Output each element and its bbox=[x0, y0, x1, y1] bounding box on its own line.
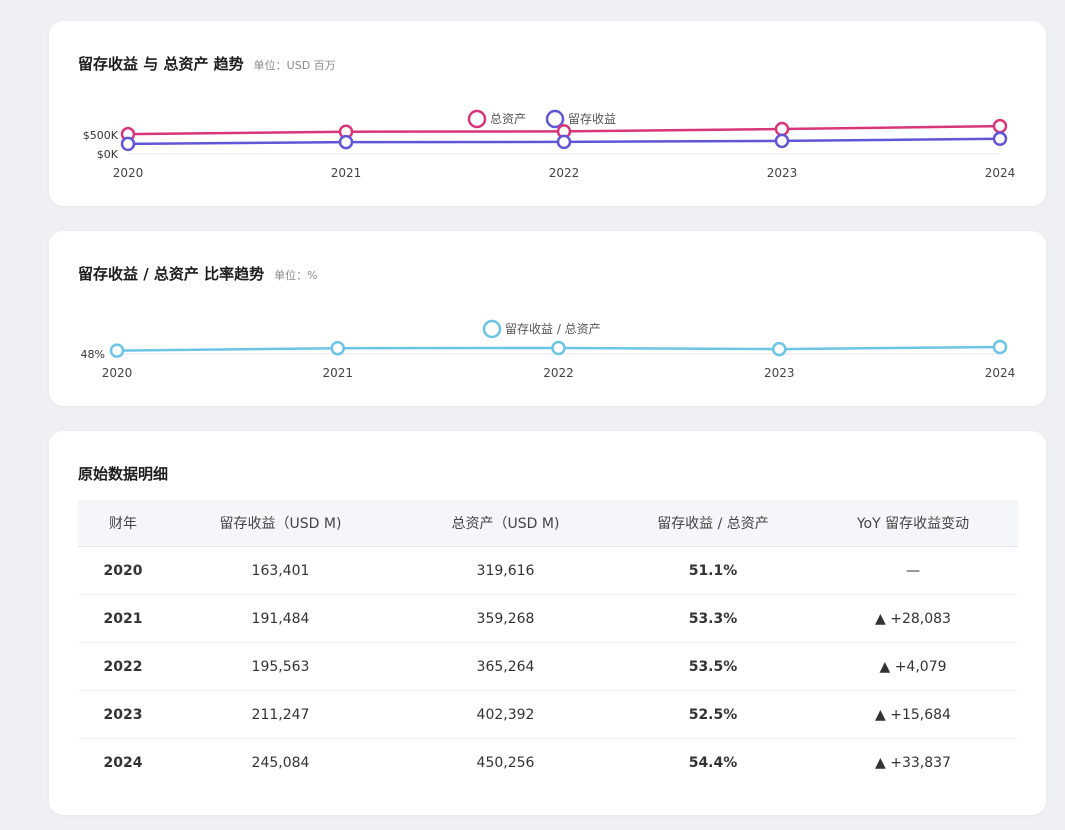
header-yoy[interactable]: YoY 留存收益变动 bbox=[808, 500, 1018, 547]
legend-label: 留存收益 / 总资产 bbox=[505, 322, 601, 336]
y-tick-label: $500K bbox=[83, 129, 119, 142]
ratio-chart-card: 留存收益 / 总资产 比率趋势 单位：% 48% 2020 2021 2022 2023 2… bbox=[49, 231, 1046, 406]
legend-marker bbox=[467, 109, 487, 129]
y-tick-label: $0K bbox=[97, 148, 119, 161]
header-retained-earnings[interactable]: 留存收益（USD M) bbox=[168, 500, 393, 547]
cell-year: 2020 bbox=[78, 546, 168, 595]
chart-unit: 单位：USD 百万 bbox=[253, 59, 336, 72]
cell-yoy: — bbox=[808, 546, 1018, 595]
cell-yoy: ▲ +28,083 bbox=[808, 594, 1018, 643]
table-row: 2020 163,401 319,616 51.1% — bbox=[78, 546, 1018, 595]
cell-total-assets: 365,264 bbox=[393, 642, 618, 691]
cell-ratio: 54.4% bbox=[688, 754, 738, 771]
x-tick-label: 2021 bbox=[331, 166, 362, 180]
cell-retained-earnings: 211,247 bbox=[168, 690, 393, 739]
cell-ratio: 53.5% bbox=[618, 642, 808, 691]
data-table-card: 原始数据明细 财年 留存收益（USD M) 总资产（USD M) 留存收益 / … bbox=[49, 431, 1046, 815]
data-point bbox=[338, 134, 354, 150]
data-point bbox=[774, 121, 790, 137]
table-header-row: 财年 留存收益（USD M) 总资产（USD M) 留存收益 / 总资产 YoY… bbox=[78, 500, 1018, 547]
data-point bbox=[992, 118, 1008, 134]
cell-retained-earnings: 245,084 bbox=[251, 754, 310, 771]
table-row: 2022 195,563 365,264 53.5% ▲ +4,079 bbox=[78, 642, 1018, 691]
cell-total-assets: 450,256 bbox=[476, 754, 535, 771]
data-point bbox=[330, 340, 345, 356]
x-tick-label: 2020 bbox=[102, 366, 133, 380]
chart-title: 留存收益 / 总资产 比率趋势 单位：% bbox=[78, 265, 318, 283]
x-tick-label: 2023 bbox=[767, 166, 798, 180]
x-tick-label: 2022 bbox=[549, 166, 580, 180]
header-total-assets[interactable]: 总资产（USD M) bbox=[393, 500, 618, 547]
data-point bbox=[774, 133, 790, 149]
x-tick-label: 2022 bbox=[543, 366, 574, 380]
table-row: 2024 245,084 450,256 54.4% ▲ +33,837 bbox=[78, 739, 1018, 787]
x-tick-label: 2020 bbox=[113, 166, 144, 180]
data-point bbox=[109, 343, 125, 358]
cell-ratio: 51.1% bbox=[618, 546, 808, 595]
cell-retained-earnings: 191,484 bbox=[168, 594, 393, 643]
table-row: 2021 191,484 359,268 53.3% ▲ +28,083 bbox=[78, 594, 1018, 643]
data-point bbox=[772, 341, 787, 357]
x-tick-label: 2024 bbox=[985, 366, 1016, 380]
cell-year: 2021 bbox=[78, 594, 168, 643]
cell-total-assets: 319,616 bbox=[393, 546, 618, 595]
cell-year: 2023 bbox=[78, 690, 168, 739]
legend-marker bbox=[482, 319, 502, 339]
legend-marker bbox=[545, 109, 565, 129]
cell-retained-earnings: 163,401 bbox=[168, 546, 393, 595]
cell-retained-earnings: 195,563 bbox=[168, 642, 393, 691]
header-ratio[interactable]: 留存收益 / 总资产 bbox=[618, 500, 808, 547]
data-point bbox=[992, 339, 1008, 355]
x-tick-label: 2023 bbox=[764, 366, 795, 380]
cell-ratio: 52.5% bbox=[618, 690, 808, 739]
cell-total-assets: 402,392 bbox=[393, 690, 618, 739]
x-tick-label: 2021 bbox=[322, 366, 353, 380]
table-row: 2023 211,247 402,392 52.5% ▲ +15,684 bbox=[78, 690, 1018, 739]
cell-year: 2022 bbox=[78, 642, 168, 691]
table-body: 2020 163,401 319,616 51.1% —2021 191,484 359,2… bbox=[78, 546, 1018, 787]
cell-yoy: ▲ +15,684 bbox=[808, 690, 1018, 739]
cell-total-assets: 359,268 bbox=[393, 594, 618, 643]
x-tick-label: 2024 bbox=[985, 166, 1016, 180]
table-title: 原始数据明细 bbox=[78, 465, 169, 483]
cell-yoy: ▲ +4,079 bbox=[808, 642, 1018, 691]
chart-unit: 单位：% bbox=[274, 269, 318, 282]
data-point bbox=[992, 131, 1008, 147]
cell-year: 2024 bbox=[103, 754, 143, 771]
ratio-line-chart: 48% 2020 2021 2022 2023 2024 留存收益 / 总资产 bbox=[81, 319, 1016, 380]
chart-title: 留存收益 与 总资产 趋势 单位：USD 百万 bbox=[78, 55, 336, 73]
cell-yoy: ▲ +33,837 bbox=[875, 754, 951, 771]
data-point bbox=[120, 136, 136, 152]
data-point bbox=[551, 340, 566, 356]
y-tick-label: 48% bbox=[81, 348, 105, 361]
trend-chart-card: 留存收益 与 总资产 趋势 单位：USD 百万 $0K $500K 2020 2021 2… bbox=[49, 21, 1046, 206]
legend-label: 总资产 bbox=[490, 112, 526, 126]
header-year[interactable]: 财年 bbox=[78, 500, 168, 547]
legend-label: 留存收益 bbox=[568, 112, 616, 126]
trend-line-chart: $0K $500K 2020 2021 2022 2023 2024 总资产 留存收益 bbox=[83, 109, 1016, 180]
cell-ratio: 53.3% bbox=[618, 594, 808, 643]
data-point bbox=[556, 134, 572, 150]
data-table: 财年 留存收益（USD M) 总资产（USD M) 留存收益 / 总资产 YoY… bbox=[78, 500, 1018, 786]
